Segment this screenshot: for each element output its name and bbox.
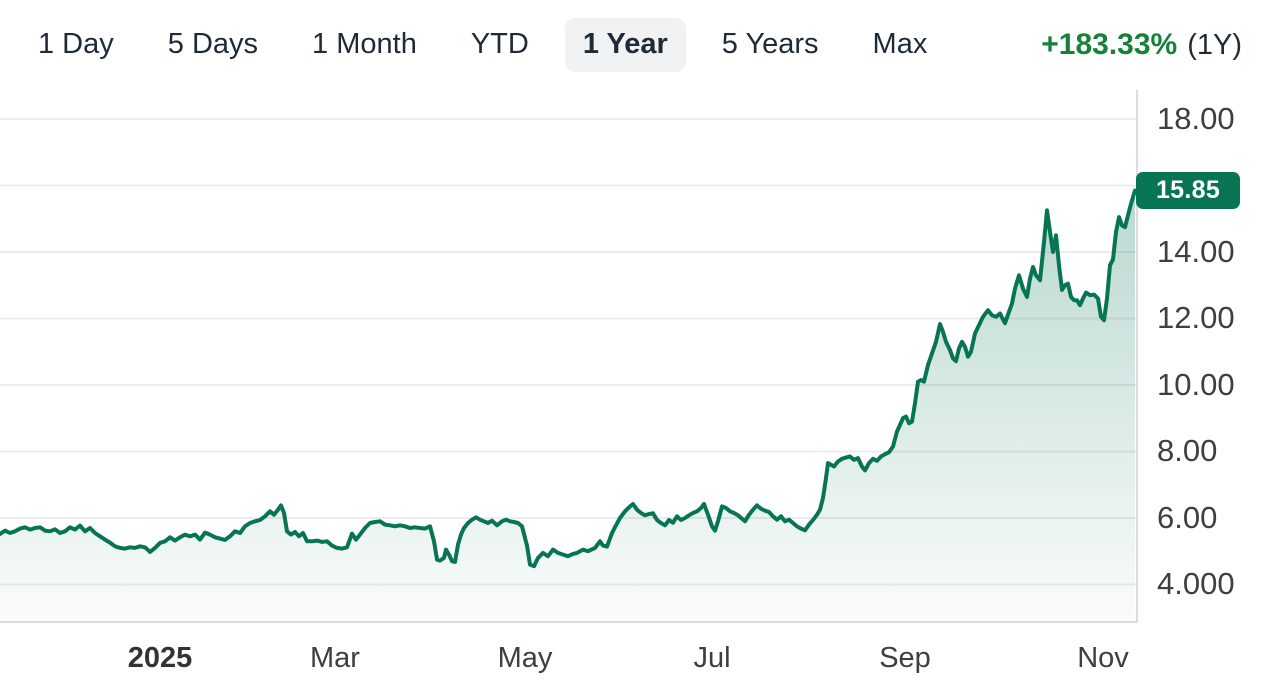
price-line bbox=[0, 188, 1137, 569]
y-axis-label: 6.00 bbox=[1157, 499, 1218, 535]
x-axis-label: May bbox=[497, 642, 553, 674]
change-period: (1Y) bbox=[1187, 29, 1242, 61]
current-price-label: 15.85 bbox=[1155, 175, 1221, 204]
current-price-badge: 15.85 bbox=[1136, 171, 1240, 209]
y-axis-label: 18.00 bbox=[1157, 100, 1235, 136]
y-axis-label: 8.00 bbox=[1157, 433, 1218, 469]
x-axis-label: 2025 bbox=[127, 642, 193, 674]
x-axis-label: Nov bbox=[1077, 642, 1129, 674]
y-axis-label: 14.00 bbox=[1157, 233, 1235, 269]
y-axis-label: 10.00 bbox=[1157, 366, 1235, 402]
y-axis-label: 4.000 bbox=[1157, 566, 1235, 602]
tab-1-day[interactable]: 1 Day bbox=[38, 28, 114, 61]
y-axis-label: 12.00 bbox=[1157, 300, 1235, 336]
tab-ytd[interactable]: YTD bbox=[470, 28, 529, 61]
x-axis-label: Mar bbox=[310, 642, 360, 674]
x-axis: 2025 Mar May Jul Sep Nov bbox=[0, 623, 1138, 696]
tab-1-year[interactable]: 1 Year bbox=[564, 18, 686, 72]
price-chart: 18.00 14.00 12.00 10.00 8.00 6.00 4.000 15.85 … bbox=[0, 90, 1266, 674]
x-axis-label: Sep bbox=[879, 642, 931, 674]
x-axis-label: Jul bbox=[693, 642, 731, 674]
price-chart-plot[interactable] bbox=[0, 90, 1138, 623]
tab-5-years[interactable]: 5 Years bbox=[721, 28, 819, 61]
y-axis: 18.00 14.00 12.00 10.00 8.00 6.00 4.000 bbox=[1138, 90, 1266, 623]
tab-max[interactable]: Max bbox=[872, 28, 928, 61]
tab-1-month[interactable]: 1 Month bbox=[312, 28, 417, 61]
time-range-tabbar: 1 Day 5 Days 1 Month YTD 1 Year 5 Years Max +1… bbox=[0, 0, 1266, 90]
change-percent: +183.33% bbox=[1041, 28, 1178, 61]
price-change: +183.33% (1Y) bbox=[1041, 28, 1242, 62]
tab-5-days[interactable]: 5 Days bbox=[167, 28, 259, 61]
